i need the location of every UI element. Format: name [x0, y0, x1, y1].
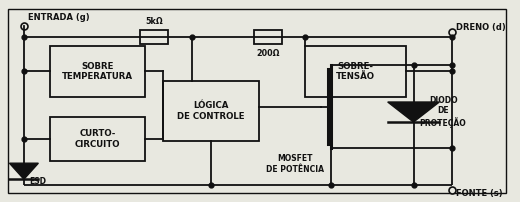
Text: MOSFET
DE POTÊNCIA: MOSFET DE POTÊNCIA	[266, 154, 324, 174]
Bar	[50, 117, 145, 161]
Text: ENTRADA (g): ENTRADA (g)	[28, 13, 89, 22]
Text: CURTO-
CIRCUITO: CURTO- CIRCUITO	[75, 129, 120, 149]
Bar	[140, 30, 168, 44]
Text: SOBRE
TEMPERATURA: SOBRE TEMPERATURA	[62, 62, 133, 81]
Bar	[50, 46, 145, 97]
Text: DRENO (d): DRENO (d)	[457, 23, 506, 32]
Text: 5kΩ: 5kΩ	[145, 17, 163, 26]
Bar	[305, 46, 406, 97]
Bar	[254, 30, 282, 44]
Text: DIODO
DE
PROTEÇÃO: DIODO DE PROTEÇÃO	[420, 96, 466, 128]
Text: FONTE (s): FONTE (s)	[457, 189, 503, 198]
Text: ESD: ESD	[29, 177, 46, 186]
Text: SOBRE-
TENSÃO: SOBRE- TENSÃO	[336, 62, 375, 81]
Polygon shape	[388, 102, 439, 122]
Bar	[163, 81, 259, 141]
Polygon shape	[9, 163, 38, 179]
Text: 200Ω: 200Ω	[256, 49, 279, 58]
Text: LÓGICA
DE CONTROLE: LÓGICA DE CONTROLE	[177, 101, 245, 121]
